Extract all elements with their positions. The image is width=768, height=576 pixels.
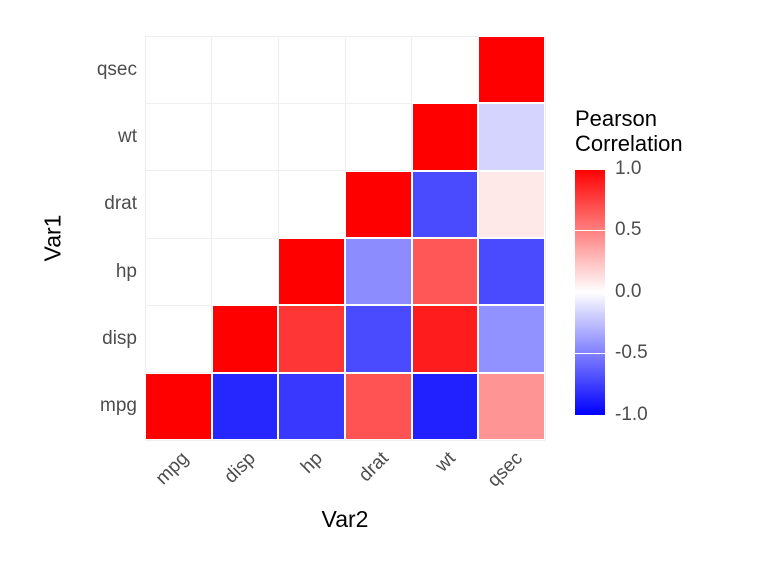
heatmap-cell xyxy=(478,373,545,440)
plot-panel xyxy=(145,36,545,440)
y-tick-label: mpg xyxy=(100,395,137,417)
x-tick-label: qsec xyxy=(483,448,527,492)
y-axis-title: Var1 xyxy=(40,215,67,262)
legend-tick-label: -0.5 xyxy=(615,342,648,364)
legend-tick-label: 0.0 xyxy=(615,281,641,303)
heatmap-cell xyxy=(478,103,545,170)
legend-tick-mark xyxy=(575,415,605,416)
heatmap-cell xyxy=(212,373,279,440)
heatmap-cell xyxy=(412,103,479,170)
legend-title: Pearson Correlation xyxy=(575,106,683,157)
heatmap-cell xyxy=(478,171,545,238)
y-tick-label: qsec xyxy=(97,59,137,81)
heatmap-cell xyxy=(478,238,545,305)
heatmap-cell xyxy=(145,373,212,440)
legend-tick-label: -1.0 xyxy=(615,404,648,426)
x-axis-title: Var2 xyxy=(322,506,369,533)
x-tick-label: mpg xyxy=(152,448,194,490)
y-tick-label: drat xyxy=(104,193,137,215)
y-tick-label: hp xyxy=(116,261,137,283)
legend-tick-mark xyxy=(575,292,605,293)
legend-tick-mark xyxy=(575,169,605,170)
heatmap-cell xyxy=(345,373,412,440)
heatmap-cell xyxy=(345,238,412,305)
heatmap-cell xyxy=(412,238,479,305)
legend: Pearson Correlation 1.00.50.0-0.5-1.0 xyxy=(575,106,683,415)
y-tick-label: disp xyxy=(102,328,137,350)
legend-tick-label: 0.5 xyxy=(615,219,641,241)
x-tick-label: drat xyxy=(355,448,394,487)
heatmap-cell xyxy=(478,36,545,103)
legend-tick-label: 1.0 xyxy=(615,158,641,180)
x-tick-label: wt xyxy=(432,448,461,477)
heatmap-cell xyxy=(412,305,479,372)
heatmap-cell xyxy=(412,373,479,440)
heatmap-cell xyxy=(345,171,412,238)
legend-tick-mark xyxy=(575,353,605,354)
y-tick-label: wt xyxy=(118,126,137,148)
heatmap-cell xyxy=(478,305,545,372)
heatmap-cell xyxy=(345,305,412,372)
heatmap-cell xyxy=(278,238,345,305)
legend-colorbar: 1.00.50.0-0.5-1.0 xyxy=(575,169,605,415)
x-tick-label: hp xyxy=(297,448,328,479)
heatmap-cell xyxy=(278,305,345,372)
heatmap-cell xyxy=(212,305,279,372)
heatmap-cell xyxy=(412,171,479,238)
heatmap-cell xyxy=(278,373,345,440)
legend-tick-mark xyxy=(575,230,605,231)
correlation-heatmap: mpgdisphpdratwtqsec mpgdisphpdratwtqsec … xyxy=(0,0,768,576)
x-tick-label: disp xyxy=(220,448,260,488)
